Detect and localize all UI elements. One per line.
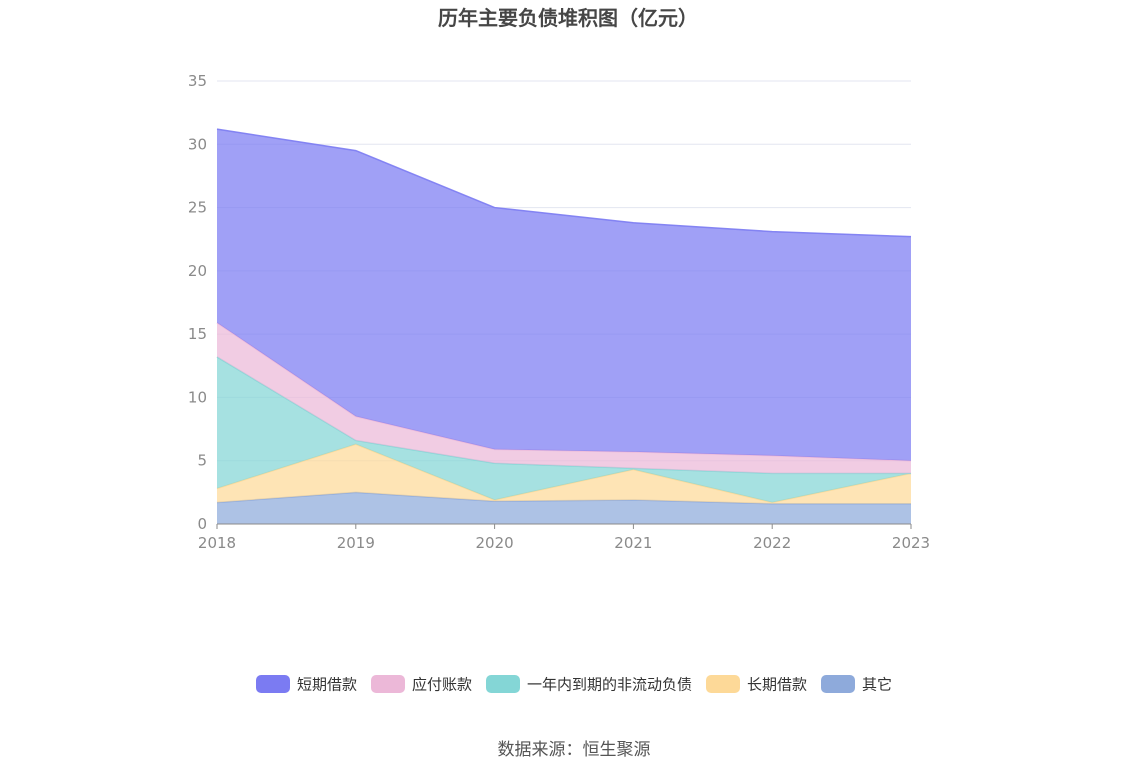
legend-swatch <box>486 675 520 693</box>
area-series <box>216 128 912 524</box>
legend-label: 应付账款 <box>412 676 472 694</box>
legend-item-1[interactable]: 应付账款 <box>371 675 472 694</box>
area-series-1[interactable] <box>217 444 911 504</box>
legend-item-0[interactable]: 短期借款 <box>256 675 357 694</box>
y-tick-label: 35 <box>188 72 207 90</box>
y-tick-label: 10 <box>188 388 207 406</box>
legend-item-2[interactable]: 一年内到期的非流动负债 <box>486 675 692 694</box>
data-source-note: 数据来源：恒生聚源 <box>498 740 651 760</box>
area-series-2[interactable] <box>217 356 911 503</box>
axes: 0 5 10 15 20 25 30 35 2018 2019 2020 2021 2022 2023 <box>188 72 930 552</box>
legend-swatch <box>371 675 405 693</box>
y-tick-label: 25 <box>188 199 207 217</box>
legend-label: 长期借款 <box>747 676 807 694</box>
legend-label: 其它 <box>862 676 892 694</box>
y-tick-label: 5 <box>197 452 207 470</box>
area-series-0[interactable] <box>217 492 911 524</box>
y-tick-label: 15 <box>188 325 207 343</box>
y-tick-label: 20 <box>188 262 207 280</box>
legend-item-3[interactable]: 长期借款 <box>706 675 807 694</box>
legend-label: 短期借款 <box>297 676 357 694</box>
x-tick-label: 2021 <box>614 534 652 552</box>
series-line-4 <box>216 128 912 238</box>
legend: 短期借款 应付账款 一年内到期的非流动负债 长期借款 其它 <box>256 675 892 694</box>
legend-swatch <box>821 675 855 693</box>
legend-label: 一年内到期的非流动负债 <box>527 676 692 694</box>
area-series-3[interactable] <box>217 322 911 474</box>
y-tick-label: 30 <box>188 135 207 153</box>
x-tick-label: 2020 <box>476 534 514 552</box>
x-tick-label: 2018 <box>198 534 236 552</box>
legend-swatch <box>256 675 290 693</box>
x-tick-label: 2023 <box>892 534 930 552</box>
y-tick-label: 0 <box>197 515 207 533</box>
x-tick-label: 2022 <box>753 534 791 552</box>
area-series-4[interactable] <box>217 129 911 461</box>
legend-swatch <box>706 675 740 693</box>
x-tick-label: 2019 <box>337 534 375 552</box>
chart-title: 历年主要负债堆积图（亿元） <box>438 6 698 30</box>
legend-item-4[interactable]: 其它 <box>821 675 892 694</box>
